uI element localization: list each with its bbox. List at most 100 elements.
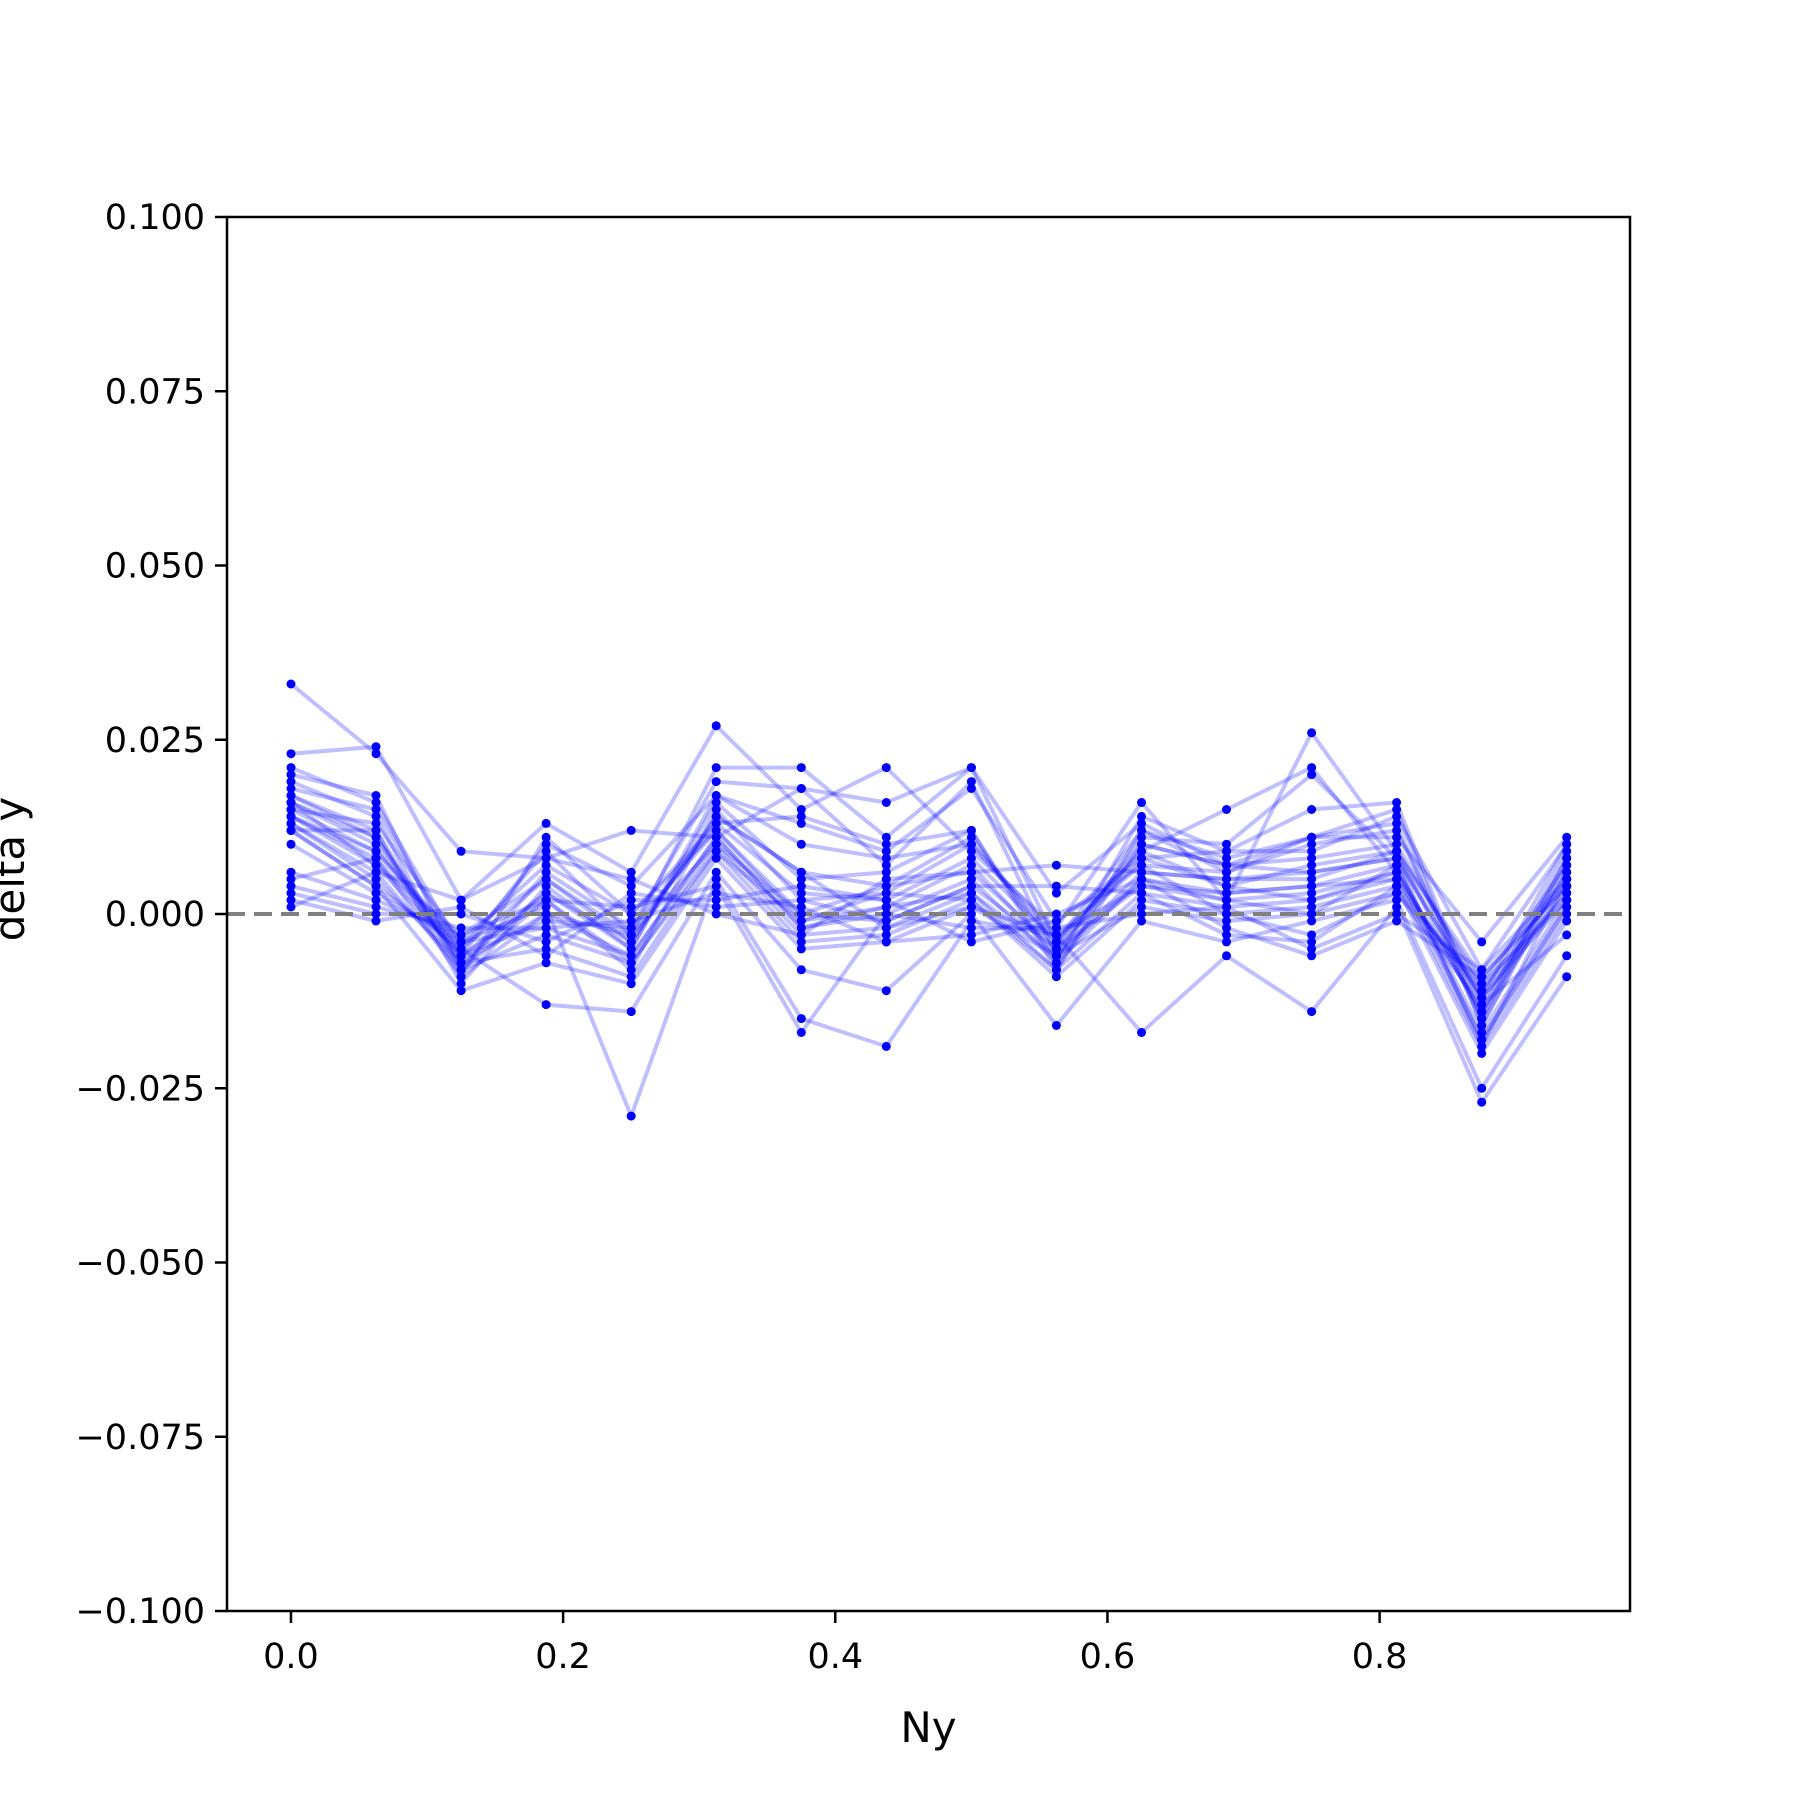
data-point	[286, 798, 296, 807]
data-point	[966, 860, 976, 870]
data-point	[881, 916, 891, 926]
data-point	[626, 881, 636, 891]
x-tick-label: 0.6	[1080, 1637, 1136, 1677]
data-point	[1477, 965, 1487, 975]
data-point	[1137, 902, 1146, 912]
data-point	[1392, 909, 1402, 919]
data-point	[881, 986, 891, 996]
data-point	[796, 818, 806, 828]
data-point	[626, 909, 636, 919]
data-point	[626, 895, 636, 905]
data-point	[626, 916, 636, 926]
data-point	[1477, 1097, 1487, 1107]
data-point	[626, 888, 636, 898]
data-point	[881, 937, 891, 947]
data-point	[1477, 1035, 1487, 1044]
data-point	[1307, 888, 1317, 898]
data-point	[371, 895, 381, 905]
data-point	[1307, 853, 1317, 863]
x-tick-label: 0.0	[263, 1637, 319, 1677]
series-line-20	[290, 863, 1569, 986]
data-point	[626, 951, 636, 961]
y-axis: 0.100 0.075 0.050 0.025 0.000 −0.025 −0.050 −0.…	[75, 198, 227, 1632]
series-line-26	[290, 814, 1569, 1042]
data-point	[371, 881, 381, 891]
data-point	[1307, 805, 1317, 814]
data-point	[711, 805, 721, 814]
data-point	[371, 888, 381, 898]
data-point	[1137, 874, 1146, 884]
data-point	[286, 888, 296, 898]
data-point	[626, 923, 636, 933]
data-point	[626, 902, 636, 912]
series-line-28	[291, 828, 1569, 1049]
data-point	[1307, 951, 1317, 961]
data-point	[796, 902, 806, 912]
series-line-18	[290, 870, 1569, 1035]
data-point	[881, 867, 891, 877]
data-point	[286, 895, 296, 905]
data-point	[966, 853, 976, 863]
data-point	[1392, 839, 1402, 849]
data-point	[711, 867, 721, 877]
data-point	[1307, 832, 1317, 842]
data-point	[1307, 874, 1317, 884]
data-point	[796, 895, 806, 905]
data-point	[541, 916, 551, 926]
data-point	[541, 944, 551, 954]
data-point	[1051, 923, 1061, 933]
data-point	[1562, 902, 1572, 912]
x-tick-label: 0.4	[807, 1637, 863, 1677]
data-point	[881, 923, 891, 933]
data-point	[1307, 930, 1317, 940]
data-point	[796, 839, 806, 849]
data-point	[711, 791, 721, 800]
data-point	[371, 846, 381, 856]
data-point	[456, 909, 466, 919]
data-point	[1137, 916, 1146, 926]
data-point	[796, 888, 806, 898]
data-point	[1051, 909, 1061, 919]
data-point	[371, 867, 381, 877]
data-point	[966, 937, 976, 947]
data-point	[796, 937, 806, 947]
data-point	[1307, 902, 1317, 912]
data-point	[1307, 839, 1317, 849]
data-point	[371, 916, 381, 926]
data-point	[711, 763, 721, 773]
data-point	[881, 888, 891, 898]
data-point	[1307, 867, 1317, 877]
data-point	[1051, 937, 1061, 947]
data-point	[1392, 832, 1402, 842]
data-point	[966, 909, 976, 919]
data-point	[1137, 818, 1146, 828]
data-point	[881, 832, 891, 842]
series-line-7	[290, 800, 1569, 1007]
data-point	[711, 902, 721, 912]
data-point	[966, 784, 976, 793]
data-point	[541, 860, 551, 870]
data-point	[541, 951, 551, 961]
data-point	[371, 909, 381, 919]
series-line-6	[290, 793, 1569, 1028]
data-point	[1222, 853, 1231, 863]
series-line-14	[289, 821, 1569, 1056]
series-line-25	[290, 793, 1569, 1014]
series-line-16	[289, 828, 1569, 1091]
data-point	[541, 958, 551, 968]
data-point	[881, 909, 891, 919]
data-point	[1392, 860, 1402, 870]
data-point	[626, 965, 636, 975]
data-point	[1392, 811, 1402, 821]
data-point	[1137, 798, 1146, 807]
series-line-15	[289, 828, 1568, 1007]
data-point	[371, 860, 381, 870]
data-point	[711, 798, 721, 807]
data-point	[456, 958, 466, 968]
data-point	[1392, 867, 1402, 877]
data-point	[1222, 867, 1231, 877]
data-point	[1137, 1028, 1146, 1037]
data-point	[456, 923, 466, 933]
data-point	[1222, 902, 1231, 912]
data-point	[1562, 930, 1572, 940]
